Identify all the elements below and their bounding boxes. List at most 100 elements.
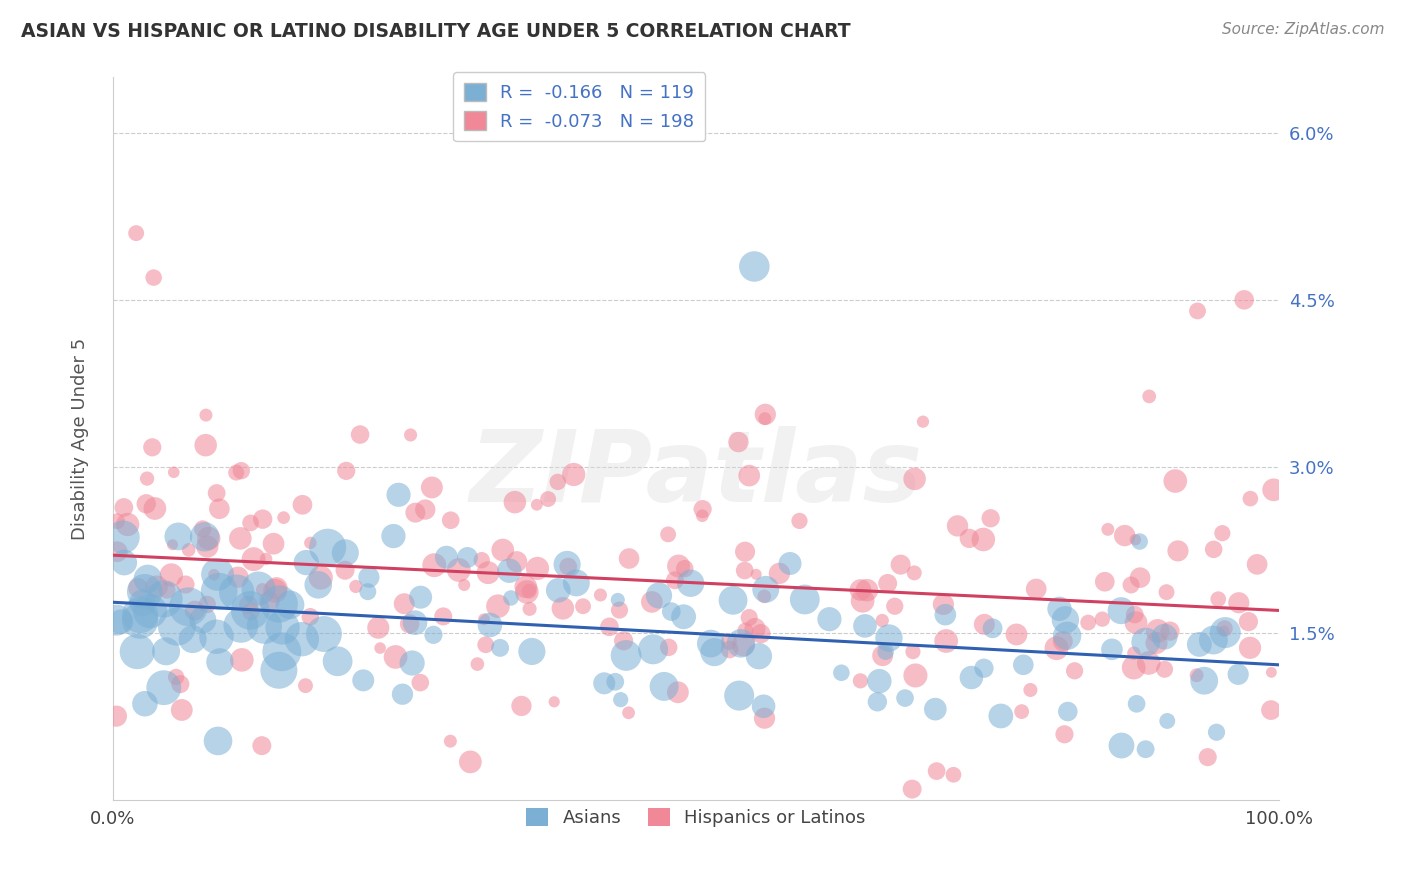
Point <box>617 706 640 720</box>
Point <box>613 633 636 648</box>
Point <box>387 488 409 502</box>
Point <box>520 644 543 658</box>
Point <box>413 502 436 516</box>
Point <box>1125 615 1147 630</box>
Point <box>789 514 811 528</box>
Point <box>754 408 776 422</box>
Point <box>1111 739 1133 753</box>
Text: ASIAN VS HISPANIC OR LATINO DISABILITY AGE UNDER 5 CORRELATION CHART: ASIAN VS HISPANIC OR LATINO DISABILITY A… <box>21 22 851 41</box>
Point <box>498 564 520 578</box>
Point <box>1135 742 1157 756</box>
Text: ZIPatlas: ZIPatlas <box>470 426 922 524</box>
Point <box>1239 640 1261 655</box>
Point <box>1239 491 1261 506</box>
Point <box>547 583 569 598</box>
Point <box>853 619 876 633</box>
Point <box>460 755 482 769</box>
Point <box>730 636 752 650</box>
Point <box>134 697 156 711</box>
Point <box>1094 574 1116 589</box>
Point <box>1153 630 1175 644</box>
Point <box>231 464 253 478</box>
Point <box>1202 542 1225 557</box>
Point <box>129 607 152 622</box>
Point <box>291 632 314 647</box>
Point <box>738 610 761 624</box>
Point <box>990 709 1012 723</box>
Point <box>352 673 374 688</box>
Point <box>420 480 443 494</box>
Point <box>294 679 316 693</box>
Point <box>349 427 371 442</box>
Point <box>1122 646 1144 660</box>
Point <box>870 614 893 628</box>
Point <box>652 680 675 694</box>
Point <box>264 583 287 598</box>
Point <box>194 438 217 452</box>
Point <box>728 689 751 703</box>
Point <box>486 599 509 614</box>
Point <box>112 556 135 570</box>
Point <box>177 599 200 614</box>
Point <box>423 558 446 573</box>
Point <box>537 491 560 506</box>
Point <box>1153 662 1175 676</box>
Point <box>866 695 889 709</box>
Point <box>271 620 294 634</box>
Point <box>589 588 612 602</box>
Point <box>299 536 322 550</box>
Point <box>1187 304 1209 318</box>
Point <box>489 640 512 655</box>
Point <box>1167 544 1189 558</box>
Point <box>745 567 768 582</box>
Point <box>901 645 924 659</box>
Point <box>225 585 247 599</box>
Point <box>1260 703 1282 717</box>
Point <box>679 576 702 591</box>
Point <box>1122 660 1144 674</box>
Point <box>664 573 686 587</box>
Point <box>749 626 772 640</box>
Point <box>105 709 128 723</box>
Point <box>401 656 423 670</box>
Point <box>239 603 262 617</box>
Point <box>1025 582 1047 596</box>
Point <box>1185 668 1208 682</box>
Point <box>934 607 956 622</box>
Point <box>1159 624 1181 639</box>
Legend: Asians, Hispanics or Latinos: Asians, Hispanics or Latinos <box>519 801 873 835</box>
Point <box>472 612 495 626</box>
Point <box>890 558 912 572</box>
Point <box>609 603 631 617</box>
Point <box>614 648 637 663</box>
Point <box>605 674 627 689</box>
Point <box>191 613 214 627</box>
Point <box>1119 578 1142 592</box>
Point <box>129 614 152 628</box>
Point <box>391 687 413 701</box>
Point <box>167 529 190 543</box>
Point <box>252 582 274 597</box>
Point <box>1056 629 1078 643</box>
Point <box>127 581 149 595</box>
Point <box>754 411 776 425</box>
Point <box>326 654 349 668</box>
Point <box>1097 522 1119 536</box>
Point <box>253 619 276 633</box>
Point <box>367 621 389 635</box>
Point <box>439 734 461 748</box>
Point <box>105 613 128 627</box>
Point <box>291 498 314 512</box>
Point <box>755 582 778 597</box>
Point <box>572 599 595 614</box>
Point <box>562 467 585 482</box>
Point <box>1054 613 1077 627</box>
Point <box>957 532 980 546</box>
Point <box>136 472 159 486</box>
Point <box>239 605 262 619</box>
Point <box>883 599 905 614</box>
Point <box>557 559 579 574</box>
Point <box>1205 725 1227 739</box>
Point <box>195 598 218 612</box>
Point <box>547 475 569 489</box>
